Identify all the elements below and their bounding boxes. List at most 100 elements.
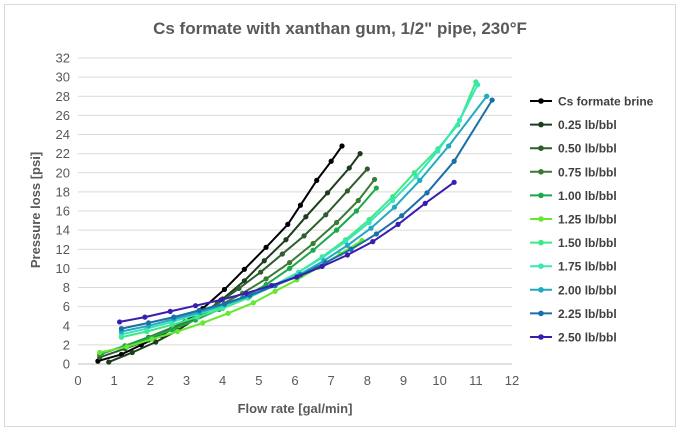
data-point — [399, 213, 405, 219]
y-tick-label: 30 — [56, 70, 70, 85]
data-point — [323, 212, 329, 218]
legend-swatch-marker — [538, 310, 544, 317]
data-point — [286, 265, 293, 271]
x-tick-label: 3 — [183, 373, 190, 388]
data-point — [272, 288, 278, 294]
data-point — [451, 179, 457, 185]
x-tick-label: 4 — [219, 373, 226, 388]
data-point — [153, 339, 159, 345]
series-line-10 — [119, 181, 455, 323]
data-point — [373, 185, 379, 191]
data-point — [263, 244, 269, 250]
data-point — [366, 219, 372, 226]
legend-swatch-marker — [538, 239, 544, 246]
data-point — [348, 246, 354, 252]
legend-swatch-marker — [538, 121, 544, 128]
data-point — [413, 173, 419, 180]
data-point — [301, 233, 307, 239]
legend-item-5: 1.25 lb/bbl — [530, 213, 617, 227]
x-tick-label: 2 — [147, 373, 154, 388]
data-point — [333, 219, 340, 226]
data-point — [346, 165, 352, 171]
series-10 — [116, 179, 457, 325]
data-point — [489, 97, 495, 103]
series-line-0 — [97, 145, 343, 363]
x-tick-label: 11 — [469, 373, 483, 388]
data-point — [285, 221, 291, 227]
series-7 — [118, 82, 481, 337]
y-tick-label: 0 — [63, 357, 70, 372]
data-point — [243, 290, 249, 296]
x-tick-label: 12 — [505, 373, 519, 388]
data-point — [196, 307, 202, 314]
data-point — [344, 242, 351, 249]
y-tick-label: 26 — [56, 108, 70, 123]
legend-swatch-marker — [538, 263, 544, 270]
legend-label: 2.00 lb/bbl — [558, 283, 617, 297]
data-point — [192, 303, 199, 309]
y-tick-label: 20 — [56, 165, 70, 180]
data-point — [310, 240, 316, 247]
y-tick-label: 16 — [56, 204, 70, 219]
data-point — [373, 231, 379, 237]
y-tick-label: 10 — [56, 261, 70, 276]
data-point — [344, 188, 351, 194]
data-point — [106, 359, 112, 365]
legend-item-6: 1.50 lb/bbl — [530, 236, 617, 250]
data-point — [417, 177, 423, 183]
data-point — [97, 349, 103, 356]
legend-swatch-marker — [538, 287, 544, 293]
data-point — [370, 239, 376, 245]
legend-item-7: 1.75 lb/bbl — [530, 260, 617, 274]
data-point — [310, 247, 316, 253]
x-tick-label: 1 — [111, 373, 118, 388]
legend-swatch-marker — [538, 192, 544, 199]
gridlines — [78, 57, 512, 346]
data-point — [314, 177, 320, 183]
data-point — [424, 190, 430, 196]
data-point — [368, 225, 374, 231]
data-point — [268, 282, 275, 289]
data-point — [328, 158, 334, 164]
data-point — [355, 197, 361, 204]
data-point — [353, 208, 360, 214]
legend-item-1: 0.25 lb/bbl — [530, 118, 617, 132]
legend-label: 2.50 lb/bbl — [558, 331, 617, 345]
x-tick-label: 5 — [255, 373, 262, 388]
legend-label: 0.50 lb/bbl — [558, 142, 617, 156]
data-point — [422, 200, 428, 206]
legend-label: 1.75 lb/bbl — [558, 260, 617, 274]
data-point — [225, 310, 231, 316]
legend-swatch-marker — [538, 334, 544, 340]
data-point — [250, 300, 257, 306]
data-point — [446, 143, 452, 149]
data-point — [333, 227, 340, 233]
legend-swatch-marker — [538, 169, 544, 175]
y-tick-label: 6 — [63, 299, 70, 314]
legend-label: 1.50 lb/bbl — [558, 236, 617, 250]
data-point — [261, 258, 267, 264]
data-point — [294, 274, 300, 280]
data-point — [357, 151, 363, 157]
data-point — [484, 93, 490, 99]
data-point — [258, 269, 264, 275]
data-point — [395, 221, 401, 227]
data-point — [116, 319, 123, 325]
legend-item-10: 2.50 lb/bbl — [530, 331, 617, 345]
y-tick-label: 2 — [63, 337, 70, 352]
legend: Cs formate brine 0.25 lb/bbl 0.50 lb/bbl 0.… — [530, 95, 654, 345]
data-point — [303, 214, 309, 220]
x-tick-label: 0 — [74, 373, 81, 388]
legend-item-0: Cs formate brine — [530, 95, 654, 109]
data-point — [279, 251, 285, 257]
legend-label: 0.75 lb/bbl — [558, 165, 617, 179]
data-point — [324, 190, 331, 196]
legend-swatch-marker — [538, 98, 544, 104]
data-point — [297, 202, 304, 208]
legend-label: 1.00 lb/bbl — [558, 189, 617, 203]
x-tick-label: 10 — [432, 373, 446, 388]
y-tick-label: 12 — [56, 242, 70, 257]
data-point — [456, 117, 463, 123]
